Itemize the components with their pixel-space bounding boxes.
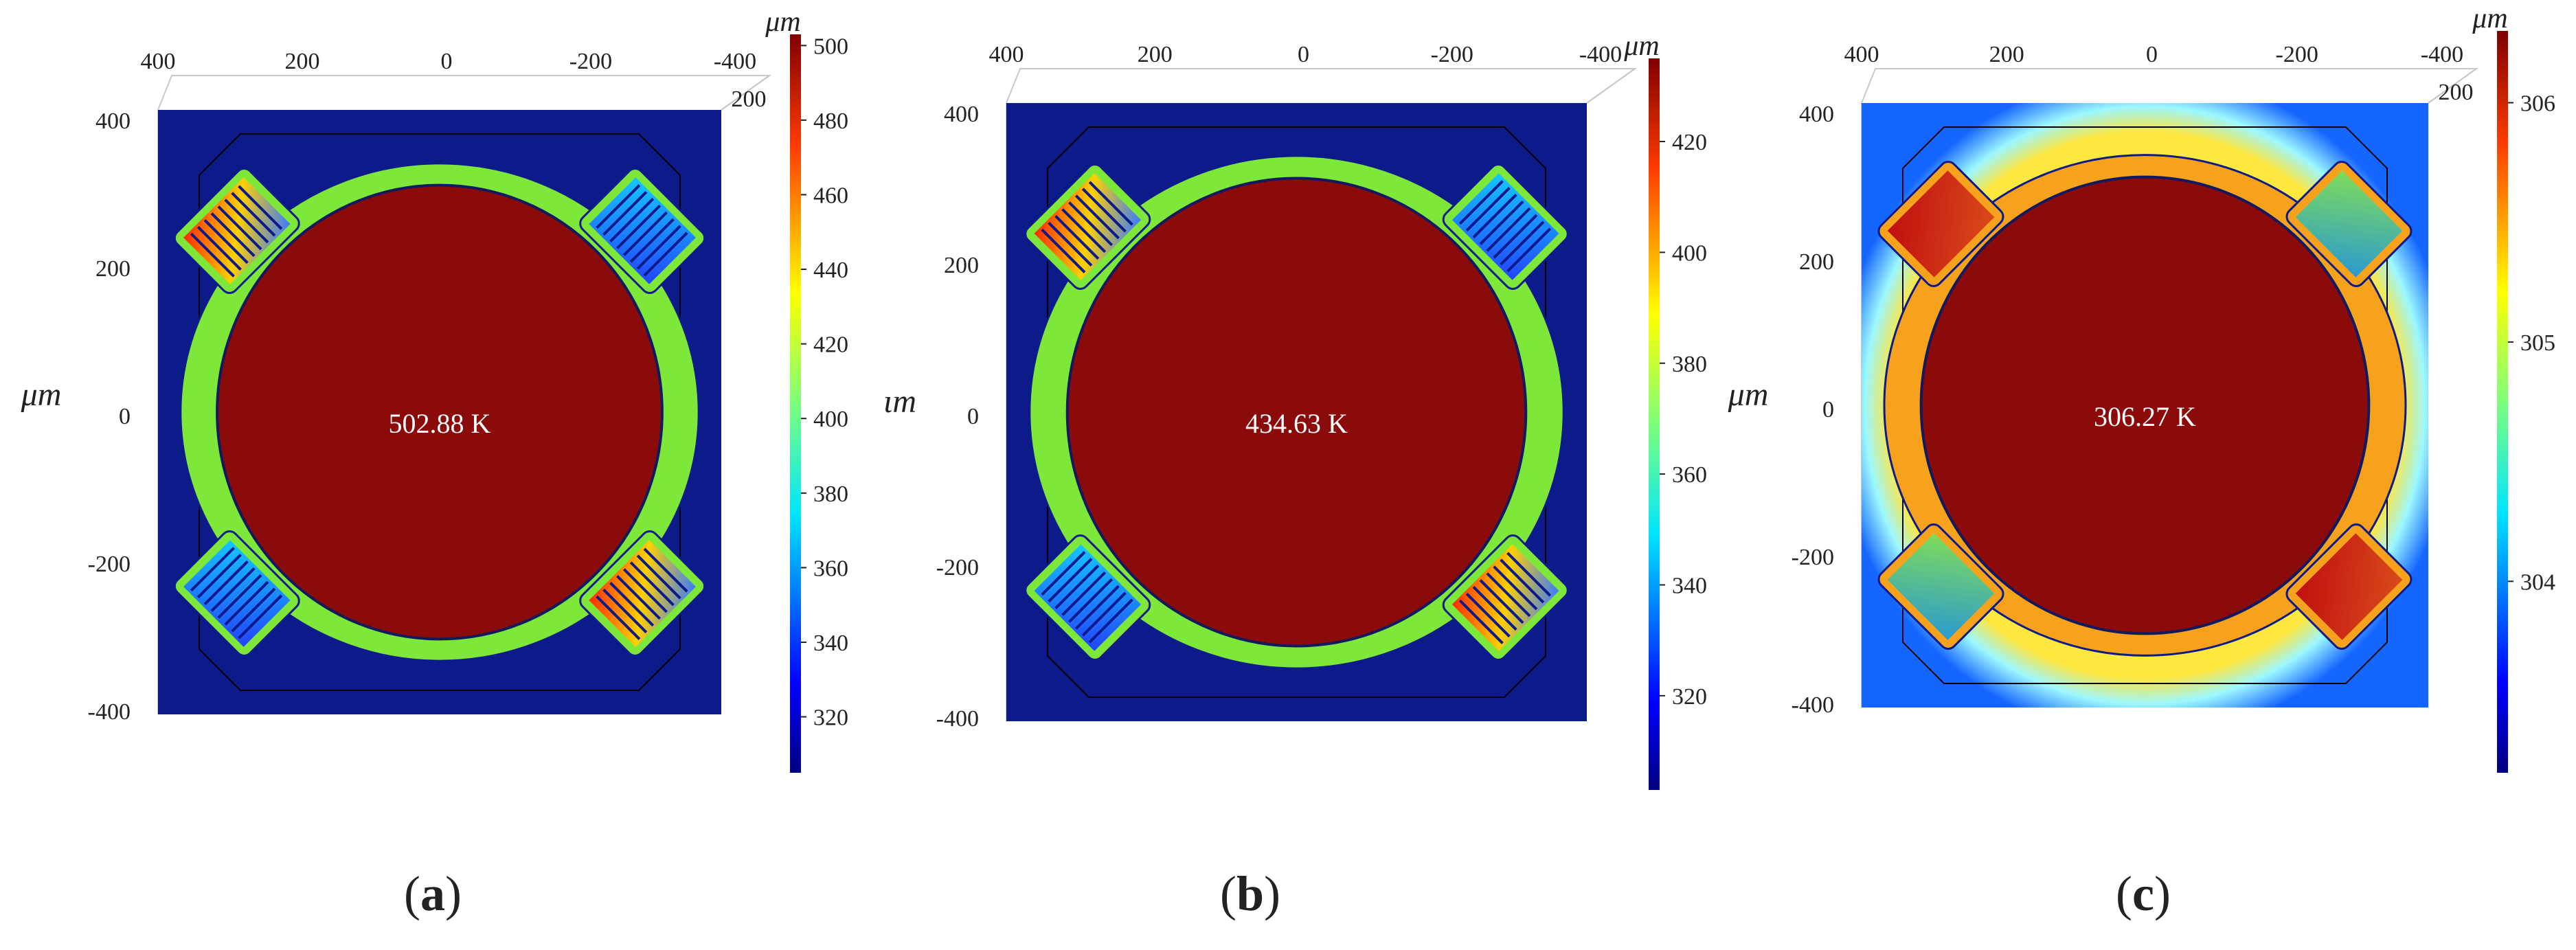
heater-pad-4 bbox=[1442, 534, 1569, 661]
heater-pad-1 bbox=[1877, 161, 2004, 287]
colorbar-unit: μm bbox=[2472, 3, 2507, 34]
colorbar-tick: 360 bbox=[813, 556, 848, 581]
y-tick: 0 bbox=[119, 404, 131, 429]
x-tick: -200 bbox=[569, 49, 612, 74]
y-tick: 400 bbox=[1799, 102, 1834, 127]
colorbar bbox=[2497, 31, 2508, 773]
center-temperature-label: 434.63 K bbox=[1245, 408, 1348, 439]
colorbar-tick: 460 bbox=[813, 183, 848, 208]
central-hot-zone bbox=[1919, 175, 2371, 635]
caption-c: (c) bbox=[2116, 866, 2171, 921]
y-tick: -200 bbox=[1792, 545, 1834, 570]
colorbar-tick: 340 bbox=[1672, 573, 1707, 598]
caption-b: (b) bbox=[1219, 866, 1280, 921]
colorbar bbox=[1649, 58, 1660, 790]
panel-c: 306.27 K 400 200 0 -200 -400 200 400 200 0 -200 -40… bbox=[1717, 0, 2576, 950]
y-axis-unit: μm bbox=[1728, 376, 1769, 413]
central-hot-zone bbox=[216, 183, 664, 641]
colorbar-tick: 420 bbox=[813, 332, 848, 358]
colorbar-tick: 380 bbox=[1672, 352, 1707, 377]
x-tick: -200 bbox=[2276, 42, 2318, 67]
y-tick-labels: 400 200 0 -200 -400 bbox=[88, 109, 131, 725]
y-axis-unit: μm bbox=[21, 376, 62, 413]
y-tick: -400 bbox=[936, 706, 979, 732]
panel-a: 502.88 K 400 200 0 -200 -400 200 400 200 0 -200 -40… bbox=[0, 0, 859, 950]
x-tick-labels: 400 200 0 -200 -400 bbox=[1844, 42, 2464, 67]
heater-pad-2 bbox=[579, 168, 706, 294]
x-tick: 200 bbox=[285, 49, 320, 74]
colorbar-tick: 400 bbox=[1672, 240, 1707, 266]
y-tick: -400 bbox=[1792, 692, 1834, 718]
y-tick: -200 bbox=[936, 555, 979, 580]
heater-pad-2 bbox=[1442, 163, 1569, 290]
x-tick: 400 bbox=[141, 49, 176, 74]
colorbar-ticks: 420 400 380 360 340 320 bbox=[1660, 130, 1707, 710]
thermal-map-b: 434.63 K 400 200 0 -200 -400 400 200 0 -200 -400 ιm… bbox=[883, 30, 1707, 790]
x-tick-labels: 400 200 0 -200 -400 bbox=[141, 49, 757, 74]
corner-tick: 200 bbox=[732, 87, 767, 112]
x-tick: 200 bbox=[1138, 42, 1173, 67]
colorbar-tick: 305 bbox=[2520, 330, 2555, 356]
x-tick: 400 bbox=[989, 42, 1024, 67]
caption-a: (a) bbox=[404, 866, 462, 921]
colorbar-tick: 420 bbox=[1672, 130, 1707, 155]
panel-b: 434.63 K 400 200 0 -200 -400 400 200 0 -200 -400 ιm… bbox=[859, 0, 1717, 950]
y-tick-labels: 400 200 0 -200 -400 bbox=[936, 102, 979, 732]
heater-pad-1 bbox=[1024, 163, 1151, 290]
y-tick: -200 bbox=[88, 552, 131, 577]
heater-pad-4 bbox=[579, 530, 706, 657]
colorbar-tick: 360 bbox=[1672, 462, 1707, 488]
x-tick: 0 bbox=[441, 49, 453, 74]
center-temperature-label: 306.27 K bbox=[2094, 401, 2196, 432]
y-tick: 0 bbox=[1822, 397, 1834, 422]
x-tick: -400 bbox=[2421, 42, 2463, 67]
colorbar-tick: 400 bbox=[813, 407, 848, 432]
colorbar-tick: 320 bbox=[1672, 684, 1707, 710]
heater-pad-3 bbox=[173, 530, 300, 657]
colorbar-tick: 306 bbox=[2520, 91, 2555, 117]
y-tick: 0 bbox=[967, 404, 979, 429]
heater-pad-3 bbox=[1877, 523, 2004, 650]
colorbar-unit: μm bbox=[765, 6, 800, 38]
y-tick: 200 bbox=[1799, 249, 1834, 275]
heater-pad-4 bbox=[2285, 523, 2413, 650]
colorbar-tick: 320 bbox=[813, 705, 848, 731]
colorbar-tick: 304 bbox=[2520, 569, 2555, 595]
colorbar-tick: 380 bbox=[813, 482, 848, 507]
center-temperature-label: 502.88 K bbox=[389, 408, 491, 439]
y-axis-unit: ιm bbox=[883, 383, 916, 420]
y-tick-labels: 400 200 0 -200 -400 bbox=[1792, 102, 1834, 718]
y-tick: 200 bbox=[944, 253, 979, 278]
colorbar bbox=[790, 34, 801, 773]
thermal-map-c: 306.27 K 400 200 0 -200 -400 200 400 200 0 -200 -40… bbox=[1728, 3, 2555, 773]
x-tick: 0 bbox=[1298, 42, 1309, 67]
colorbar-tick: 440 bbox=[813, 258, 848, 283]
y-tick: 200 bbox=[95, 256, 131, 282]
heater-pad-2 bbox=[2285, 161, 2413, 287]
corner-tick: 200 bbox=[2439, 80, 2474, 105]
colorbar-tick: 480 bbox=[813, 109, 848, 134]
y-tick: 400 bbox=[95, 109, 131, 134]
y-tick: -400 bbox=[88, 699, 131, 725]
heater-pad-1 bbox=[173, 168, 300, 294]
x-tick-labels: 400 200 0 -200 -400 bbox=[989, 42, 1623, 67]
thermal-map-a: 502.88 K 400 200 0 -200 -400 200 400 200 0 -200 -40… bbox=[21, 6, 848, 773]
colorbar-ticks: 500 480 460 440 420 400 380 360 340 320 bbox=[801, 34, 848, 731]
x-tick: -200 bbox=[1431, 42, 1473, 67]
x-tick: 200 bbox=[1989, 42, 2024, 67]
central-hot-zone bbox=[1065, 177, 1528, 648]
colorbar-tick: 500 bbox=[813, 34, 848, 59]
y-tick: 400 bbox=[944, 102, 979, 127]
colorbar-ticks: 306 305 304 bbox=[2508, 91, 2555, 595]
x-tick: -400 bbox=[714, 49, 756, 74]
x-tick: 0 bbox=[2146, 42, 2158, 67]
colorbar-unit: μm bbox=[1623, 30, 1659, 62]
x-tick: -400 bbox=[1579, 42, 1622, 67]
heater-pad-3 bbox=[1024, 534, 1151, 661]
colorbar-tick: 340 bbox=[813, 631, 848, 656]
x-tick: 400 bbox=[1844, 42, 1879, 67]
